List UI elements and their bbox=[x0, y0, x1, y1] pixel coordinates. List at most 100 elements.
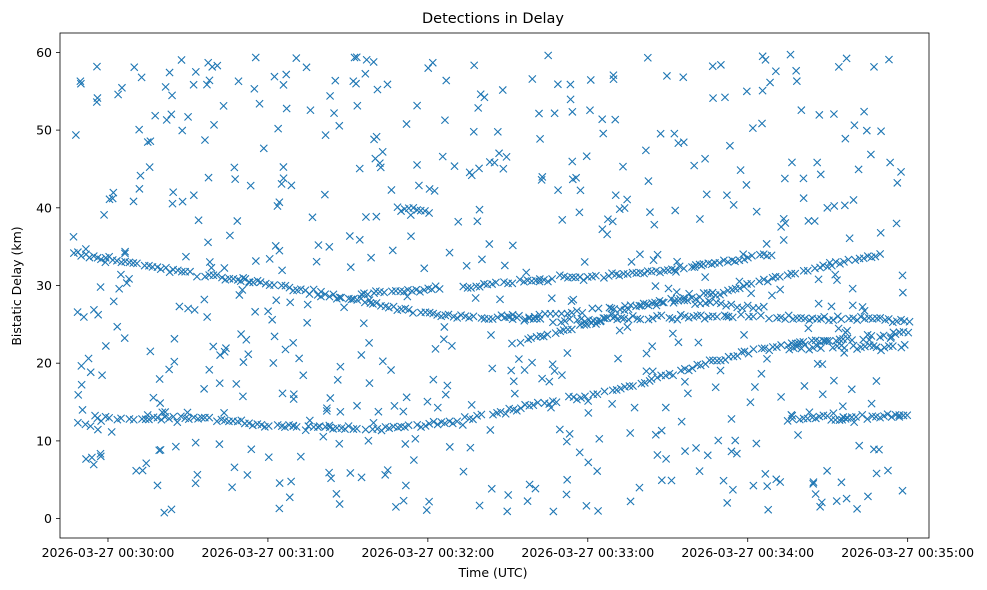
detection-marker bbox=[295, 354, 304, 363]
detection-marker bbox=[892, 317, 901, 326]
detection-marker bbox=[469, 312, 478, 321]
detection-marker bbox=[244, 350, 253, 359]
detection-marker bbox=[643, 53, 652, 62]
detection-marker bbox=[550, 109, 559, 118]
detection-marker bbox=[535, 109, 543, 118]
detection-marker bbox=[823, 336, 832, 345]
detection-marker bbox=[488, 315, 497, 323]
detection-marker bbox=[234, 77, 243, 86]
detection-marker bbox=[326, 91, 335, 100]
detection-marker bbox=[305, 416, 314, 425]
detection-marker bbox=[289, 422, 298, 431]
detection-marker bbox=[520, 366, 529, 374]
detection-marker bbox=[829, 110, 838, 119]
detection-marker bbox=[716, 60, 725, 69]
detection-marker bbox=[417, 423, 426, 432]
detection-marker bbox=[281, 345, 290, 354]
detection-marker bbox=[357, 473, 366, 482]
detection-marker bbox=[715, 258, 724, 267]
detection-marker bbox=[450, 162, 459, 171]
detection-marker bbox=[591, 271, 600, 280]
detection-marker bbox=[183, 408, 192, 417]
detection-marker bbox=[608, 217, 617, 226]
detection-marker bbox=[86, 368, 95, 377]
detection-marker bbox=[264, 307, 273, 316]
detection-marker bbox=[181, 252, 190, 261]
detection-marker bbox=[289, 390, 298, 399]
detection-marker bbox=[758, 52, 767, 61]
detection-marker bbox=[759, 302, 768, 311]
detection-marker bbox=[714, 436, 723, 445]
detection-marker bbox=[750, 382, 759, 391]
detection-marker bbox=[425, 419, 434, 428]
data-markers bbox=[69, 50, 914, 517]
x-axis-label: Time (UTC) bbox=[457, 565, 527, 580]
detection-marker bbox=[489, 410, 497, 419]
detection-marker bbox=[212, 271, 221, 280]
detection-marker bbox=[708, 288, 717, 297]
detection-marker bbox=[848, 284, 857, 293]
detection-marker bbox=[365, 379, 374, 388]
detection-marker bbox=[883, 410, 892, 419]
detection-marker bbox=[680, 296, 689, 305]
detection-marker bbox=[117, 414, 126, 423]
detection-marker bbox=[282, 70, 291, 79]
detection-marker bbox=[207, 263, 216, 272]
detection-marker bbox=[576, 186, 585, 195]
detection-marker bbox=[230, 463, 239, 472]
detection-marker bbox=[383, 80, 392, 89]
detection-marker bbox=[595, 434, 604, 443]
detection-marker bbox=[898, 486, 907, 495]
detection-marker bbox=[406, 211, 415, 220]
detection-marker bbox=[220, 263, 229, 272]
detection-marker bbox=[876, 228, 885, 237]
detection-marker bbox=[705, 356, 714, 365]
detection-marker bbox=[475, 501, 484, 510]
detection-marker bbox=[582, 501, 591, 510]
x-tick-label: 2026-03-27 00:35:00 bbox=[841, 545, 974, 560]
detection-marker bbox=[475, 282, 484, 291]
detection-marker bbox=[278, 266, 287, 275]
detection-marker bbox=[453, 417, 462, 426]
detection-marker bbox=[495, 149, 504, 158]
detection-marker bbox=[362, 55, 371, 64]
detection-marker bbox=[512, 406, 521, 415]
detection-marker bbox=[372, 212, 381, 221]
detection-marker bbox=[332, 489, 341, 498]
detection-marker bbox=[200, 136, 209, 145]
detection-marker bbox=[82, 455, 91, 464]
detection-marker bbox=[115, 284, 124, 293]
detection-marker bbox=[791, 269, 800, 278]
detection-marker bbox=[167, 505, 176, 514]
detection-marker bbox=[275, 246, 284, 255]
detection-marker bbox=[73, 308, 82, 317]
detection-marker bbox=[566, 95, 575, 104]
detection-marker bbox=[493, 127, 502, 136]
detection-marker bbox=[264, 453, 273, 462]
detection-marker bbox=[723, 257, 732, 266]
detection-marker bbox=[670, 129, 679, 138]
detection-marker bbox=[326, 394, 335, 403]
detection-marker bbox=[105, 195, 114, 204]
detection-marker bbox=[403, 292, 412, 301]
detection-marker bbox=[388, 246, 397, 255]
detection-marker bbox=[803, 266, 812, 275]
detection-marker bbox=[384, 303, 393, 312]
detection-marker bbox=[747, 289, 756, 298]
detection-marker bbox=[120, 249, 129, 258]
detection-marker bbox=[651, 282, 660, 291]
detection-marker bbox=[529, 315, 538, 324]
detection-marker bbox=[560, 317, 569, 326]
detection-marker bbox=[743, 301, 752, 310]
detection-marker bbox=[248, 421, 257, 430]
detection-marker bbox=[138, 466, 147, 475]
detection-marker bbox=[396, 287, 405, 296]
detection-marker bbox=[674, 338, 683, 347]
detection-marker bbox=[279, 174, 288, 183]
detection-marker bbox=[719, 476, 728, 485]
detection-marker bbox=[550, 367, 559, 376]
detection-marker bbox=[831, 270, 840, 279]
detection-marker bbox=[255, 99, 264, 108]
detection-marker bbox=[832, 497, 841, 506]
